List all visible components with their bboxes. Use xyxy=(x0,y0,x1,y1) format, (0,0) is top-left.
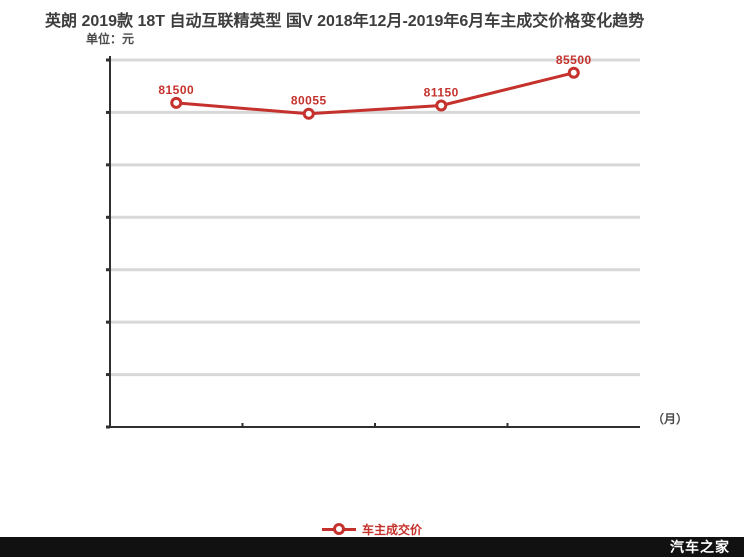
brand-logo-text: 汽车之家 xyxy=(670,539,730,555)
chart-legend: 车主成交价 xyxy=(0,518,744,540)
chart-title: 英朗 2019款 18T 自动互联精英型 国V 2018年12月-2019年6月… xyxy=(45,13,645,30)
data-point-label: 85500 xyxy=(556,53,592,67)
data-point-marker xyxy=(302,107,315,120)
data-point-label: 81150 xyxy=(424,85,459,99)
price-trend-line-chart: 81500 80055 81150 85500 xyxy=(106,53,640,429)
y-unit-label: 单位：元 xyxy=(86,32,135,46)
footer-brand-bar: 汽车之家 xyxy=(0,537,744,557)
data-point-marker xyxy=(170,96,183,109)
data-point-label: 80055 xyxy=(291,94,327,108)
x-axis-label: （月） xyxy=(652,412,689,426)
legend-label: 车主成交价 xyxy=(361,522,422,537)
data-point-marker xyxy=(567,66,580,79)
data-point-label: 81500 xyxy=(158,83,194,97)
price-trend-line xyxy=(174,71,576,116)
legend-line-marker-icon xyxy=(321,523,356,535)
data-point-marker xyxy=(435,99,448,112)
